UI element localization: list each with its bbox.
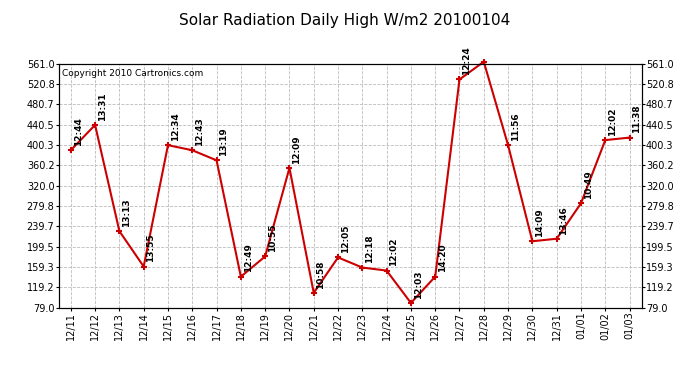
Text: 10:49: 10:49: [584, 170, 593, 199]
Text: 12:24: 12:24: [462, 46, 471, 75]
Text: 11:56: 11:56: [511, 112, 520, 141]
Text: 12:09: 12:09: [293, 135, 302, 164]
Text: Solar Radiation Daily High W/m2 20100104: Solar Radiation Daily High W/m2 20100104: [179, 13, 511, 28]
Text: 13:19: 13:19: [219, 128, 228, 156]
Text: 14:09: 14:09: [535, 209, 544, 237]
Text: 13:31: 13:31: [98, 92, 107, 121]
Text: 12:05: 12:05: [341, 225, 350, 253]
Text: 12:18: 12:18: [365, 235, 374, 263]
Text: 12:44: 12:44: [74, 117, 83, 146]
Text: 12:03: 12:03: [414, 270, 423, 299]
Text: 10:58: 10:58: [317, 260, 326, 289]
Text: 11:38: 11:38: [632, 105, 641, 134]
Text: 14:20: 14:20: [438, 244, 447, 273]
Text: 13:13: 13:13: [122, 198, 131, 227]
Text: 12:43: 12:43: [195, 117, 204, 146]
Text: 10:55: 10:55: [268, 224, 277, 252]
Text: 12:34: 12:34: [170, 112, 180, 141]
Text: Copyright 2010 Cartronics.com: Copyright 2010 Cartronics.com: [61, 69, 203, 78]
Text: 10:54: 10:54: [0, 374, 1, 375]
Text: 12:49: 12:49: [244, 244, 253, 273]
Text: 13:55: 13:55: [146, 234, 155, 262]
Text: 12:02: 12:02: [389, 238, 398, 266]
Text: 12:02: 12:02: [608, 108, 617, 136]
Text: 13:46: 13:46: [560, 206, 569, 234]
